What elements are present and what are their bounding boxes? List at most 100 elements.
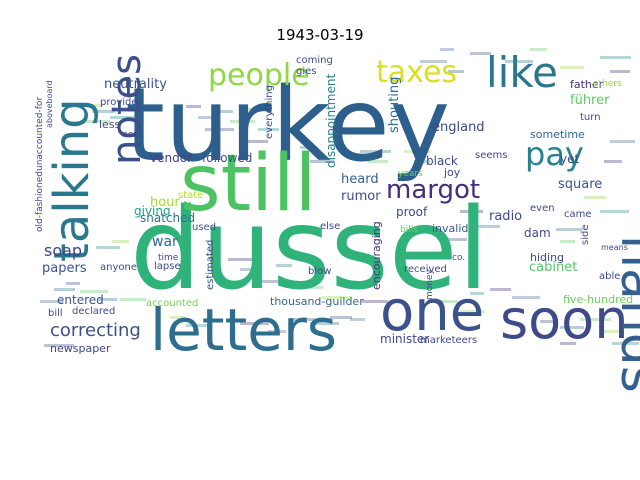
filler-word-mark bbox=[440, 48, 454, 51]
word-father: father bbox=[570, 78, 604, 91]
filler-word-mark bbox=[440, 300, 458, 303]
filler-word-mark bbox=[610, 70, 630, 73]
filler-word-mark bbox=[240, 322, 269, 325]
filler-word-mark bbox=[198, 116, 220, 119]
word-talking: talking bbox=[44, 98, 100, 262]
filler-word-mark bbox=[460, 210, 483, 213]
filler-word-mark bbox=[470, 52, 491, 55]
word-papers: papers bbox=[42, 261, 87, 276]
word-lapse: lapse bbox=[154, 261, 181, 272]
word-dussel: dussel bbox=[130, 185, 489, 315]
word-declared: declared bbox=[72, 306, 115, 317]
word-aboveboard: aboveboard bbox=[45, 80, 54, 128]
word-state: state bbox=[178, 190, 203, 201]
word-time: time bbox=[158, 253, 179, 263]
filler-word-mark bbox=[240, 140, 268, 143]
filler-word-mark bbox=[360, 150, 391, 153]
word-blow: blow bbox=[308, 266, 331, 277]
filler-word-mark bbox=[560, 326, 584, 329]
word-gies: gies bbox=[296, 66, 317, 77]
filler-word-mark bbox=[170, 316, 185, 319]
filler-word-mark bbox=[290, 318, 315, 321]
filler-word-mark bbox=[92, 110, 115, 113]
word-margot: margot bbox=[386, 175, 480, 205]
word-england: england bbox=[432, 120, 485, 135]
word-turn: turn bbox=[580, 112, 601, 123]
filler-word-mark bbox=[258, 128, 279, 131]
filler-word-mark bbox=[470, 225, 500, 228]
filler-word-mark bbox=[40, 300, 63, 303]
word-even: even bbox=[530, 203, 555, 214]
filler-word-mark bbox=[362, 300, 388, 303]
word-newspaper: newspaper bbox=[50, 342, 111, 355]
filler-word-mark bbox=[610, 140, 635, 143]
word-less: less bbox=[99, 118, 121, 131]
filler-word-mark bbox=[300, 286, 323, 289]
word-snatched: snatched bbox=[140, 211, 195, 225]
word-notes: notes bbox=[104, 54, 150, 165]
filler-word-mark bbox=[230, 120, 255, 123]
filler-word-mark bbox=[80, 120, 110, 123]
word-encouraging: encouraging bbox=[370, 221, 383, 290]
word-one: one bbox=[380, 279, 484, 344]
word-turkey: turkey bbox=[125, 66, 450, 185]
word-entered: entered bbox=[57, 293, 104, 307]
word-followed: followed bbox=[202, 151, 252, 165]
filler-word-mark bbox=[470, 292, 484, 295]
filler-word-mark bbox=[512, 296, 540, 299]
filler-word-mark bbox=[186, 324, 208, 327]
filler-word-mark bbox=[448, 238, 467, 241]
filler-word-mark bbox=[368, 160, 388, 163]
filler-word-mark bbox=[186, 105, 201, 108]
word-minister: minister bbox=[380, 332, 429, 346]
word-f-hrer: führer bbox=[570, 93, 610, 108]
filler-word-mark bbox=[448, 70, 464, 73]
filler-word-mark bbox=[584, 196, 606, 199]
word-black: black bbox=[426, 154, 458, 168]
filler-word-mark bbox=[600, 210, 629, 213]
word-years: years bbox=[398, 169, 423, 179]
word-next: next bbox=[122, 130, 142, 140]
word-yet: yet bbox=[560, 152, 579, 166]
filler-word-mark bbox=[600, 56, 631, 59]
filler-word-mark bbox=[268, 330, 286, 333]
word-means: means bbox=[601, 243, 628, 252]
filler-word-mark bbox=[96, 246, 120, 249]
filler-word-mark bbox=[110, 116, 136, 119]
filler-word-mark bbox=[310, 322, 339, 325]
word-sometime: sometime bbox=[530, 128, 585, 141]
filler-word-mark bbox=[310, 160, 334, 163]
word-correcting: correcting bbox=[50, 320, 141, 341]
filler-word-mark bbox=[348, 286, 367, 289]
word-letters: letters bbox=[150, 296, 337, 364]
word-disappointment: disappointment bbox=[324, 74, 338, 168]
word-square: square bbox=[558, 177, 602, 192]
filler-word-mark bbox=[404, 150, 431, 153]
word-like: like bbox=[486, 48, 558, 97]
filler-word-mark bbox=[80, 290, 108, 293]
word-giving: giving bbox=[134, 204, 171, 218]
word-seems: seems bbox=[475, 150, 507, 161]
filler-word-mark bbox=[560, 342, 576, 345]
word-five-hundred: five-hundred bbox=[563, 293, 633, 306]
filler-word-mark bbox=[254, 280, 281, 283]
filler-word-mark bbox=[330, 316, 352, 319]
word-taxes: taxes bbox=[376, 55, 457, 90]
word-co: co. bbox=[452, 253, 465, 263]
filler-word-mark bbox=[84, 104, 103, 107]
word-others: others bbox=[593, 79, 622, 89]
word-thousand-guilder: thousand-guilder bbox=[270, 295, 364, 308]
word-invalid: invalid bbox=[432, 222, 468, 235]
word-received: received bbox=[404, 264, 447, 275]
filler-word-mark bbox=[490, 288, 511, 291]
word-heard: heard bbox=[341, 172, 379, 187]
word-estimated: estimated bbox=[205, 240, 216, 290]
word-proof: proof bbox=[396, 205, 428, 219]
word-accounted: accounted bbox=[146, 298, 198, 309]
word-hands: hands bbox=[609, 235, 640, 393]
word-people: people bbox=[208, 58, 310, 93]
filler-word-mark bbox=[560, 240, 575, 243]
filler-word-mark bbox=[540, 320, 557, 323]
filler-word-mark bbox=[414, 160, 430, 163]
